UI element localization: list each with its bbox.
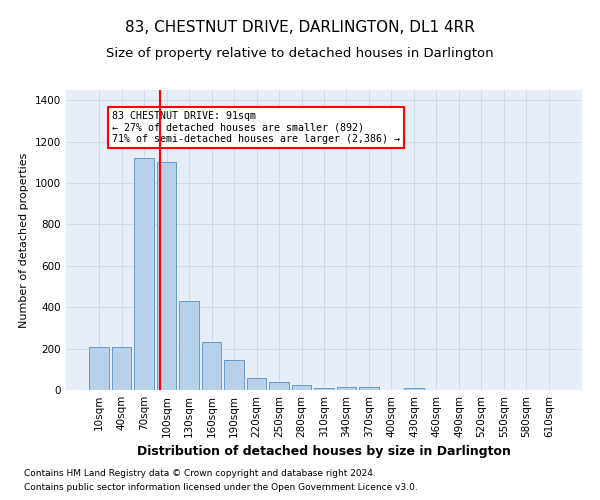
Bar — [202, 342, 221, 390]
Text: Size of property relative to detached houses in Darlington: Size of property relative to detached ho… — [106, 48, 494, 60]
Bar — [247, 378, 266, 390]
Bar — [337, 387, 356, 390]
Bar — [112, 346, 131, 390]
Text: 83, CHESTNUT DRIVE, DARLINGTON, DL1 4RR: 83, CHESTNUT DRIVE, DARLINGTON, DL1 4RR — [125, 20, 475, 35]
Bar — [157, 162, 176, 390]
Bar — [404, 388, 424, 390]
Text: Contains public sector information licensed under the Open Government Licence v3: Contains public sector information licen… — [24, 484, 418, 492]
Bar — [269, 382, 289, 390]
Bar — [89, 346, 109, 390]
Bar — [292, 385, 311, 390]
Bar — [314, 388, 334, 390]
Bar — [179, 301, 199, 390]
Bar — [359, 387, 379, 390]
Bar — [134, 158, 154, 390]
X-axis label: Distribution of detached houses by size in Darlington: Distribution of detached houses by size … — [137, 445, 511, 458]
Y-axis label: Number of detached properties: Number of detached properties — [19, 152, 29, 328]
Bar — [224, 360, 244, 390]
Text: 83 CHESTNUT DRIVE: 91sqm
← 27% of detached houses are smaller (892)
71% of semi-: 83 CHESTNUT DRIVE: 91sqm ← 27% of detach… — [112, 111, 400, 144]
Text: Contains HM Land Registry data © Crown copyright and database right 2024.: Contains HM Land Registry data © Crown c… — [24, 468, 376, 477]
